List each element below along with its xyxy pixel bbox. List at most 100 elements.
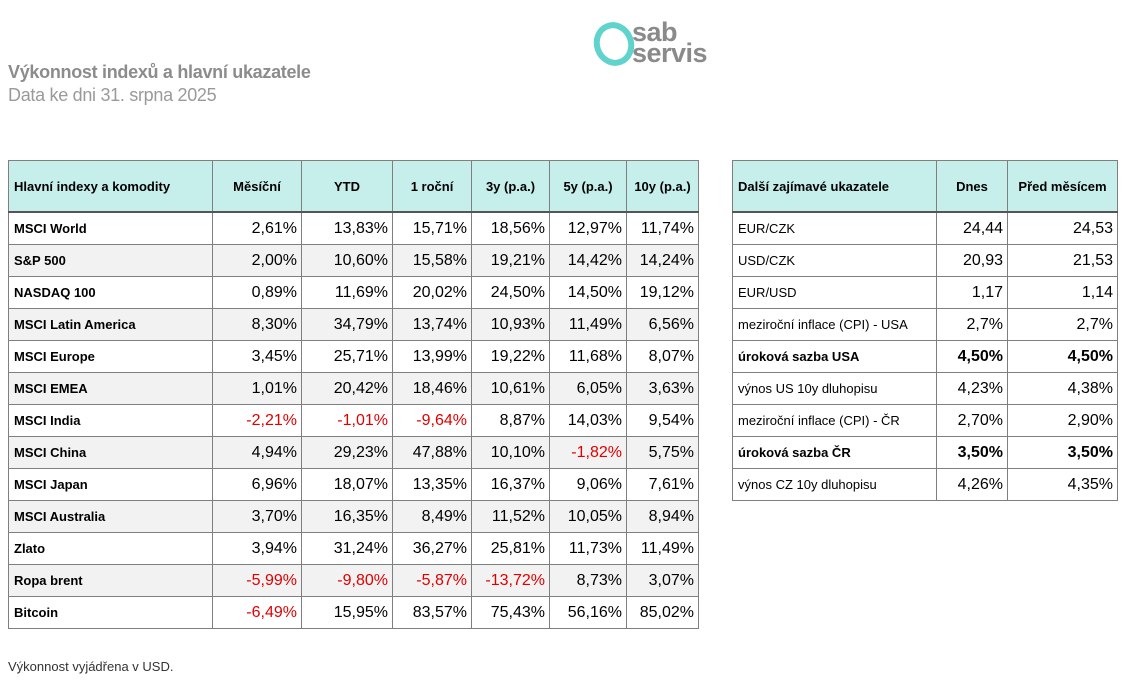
row-label: meziroční inflace (CPI) - USA [732, 308, 937, 341]
table-cell: 2,00% [212, 244, 302, 277]
table-cell: 3,94% [212, 532, 302, 565]
table-row: EUR/USD 1,17 1,14 [732, 276, 1118, 309]
table-cell: 4,35% [1007, 468, 1118, 501]
row-label: MSCI Latin America [8, 308, 213, 341]
table-cell: 19,21% [471, 244, 550, 277]
table-cell: 18,07% [301, 468, 393, 501]
row-label: MSCI Japan [8, 468, 213, 501]
table-cell: 25,71% [301, 340, 393, 373]
table-cell: -2,21% [212, 404, 302, 437]
logo-text-servis: servis [632, 38, 708, 68]
table-cell: 13,35% [392, 468, 472, 501]
table-cell: 13,74% [392, 308, 472, 341]
table-cell: 4,23% [936, 372, 1008, 405]
page-title: Výkonnost indexů a hlavní ukazatele [8, 62, 311, 82]
logo-text-sab: sab [632, 17, 678, 47]
indices-table-header: Hlavní indexy a komodity Měsíční YTD 1 ročn… [8, 160, 699, 213]
table-cell: 11,49% [626, 532, 699, 565]
table-row: meziroční inflace (CPI) - ČR 2,70% 2,90% [732, 404, 1118, 437]
table-cell: 4,50% [1007, 340, 1118, 373]
table-row: MSCI India -2,21% -1,01% -9,64% 8,87% 14,03% 9… [8, 404, 699, 437]
indicators-table-header: Další zajímavé ukazatele Dnes Před měsícem [732, 160, 1118, 213]
table-cell: 8,07% [626, 340, 699, 373]
table-cell: -1,82% [549, 436, 627, 469]
footnote: Výkonnost vyjádřena v USD. [8, 659, 174, 674]
table-cell: 16,35% [301, 500, 393, 533]
table-cell: 14,50% [549, 276, 627, 309]
table-cell: 2,70% [936, 404, 1008, 437]
table-cell: 3,50% [936, 436, 1008, 469]
row-label: úroková sazba USA [732, 340, 937, 373]
table-cell: 20,02% [392, 276, 472, 309]
table-cell: 3,07% [626, 564, 699, 597]
table-cell: 10,05% [549, 500, 627, 533]
table-cell: 4,94% [212, 436, 302, 469]
table-cell: 14,42% [549, 244, 627, 277]
row-label: EUR/CZK [732, 211, 937, 245]
table-cell: -9,80% [301, 564, 393, 597]
table-cell: 6,96% [212, 468, 302, 501]
table-row: výnos US 10y dluhopisu 4,23% 4,38% [732, 372, 1118, 405]
table-cell: 4,50% [936, 340, 1008, 373]
column-header: 5y (p.a.) [549, 160, 627, 213]
page-subtitle: Data ke dni 31. srpna 2025 [8, 85, 217, 105]
table-cell: 3,50% [1007, 436, 1118, 469]
table-cell: 13,83% [301, 211, 393, 245]
column-header: 3y (p.a.) [471, 160, 550, 213]
row-label: úroková sazba ČR [732, 436, 937, 469]
table-cell: -5,87% [392, 564, 472, 597]
table-cell: 1,01% [212, 372, 302, 405]
indicators-table: Další zajímavé ukazatele Dnes Před měsícem… [732, 160, 1118, 501]
table-cell: 75,43% [471, 596, 550, 629]
row-label: EUR/USD [732, 276, 937, 309]
column-header: 10y (p.a.) [626, 160, 699, 213]
table-cell: 7,61% [626, 468, 699, 501]
table-cell: 19,22% [471, 340, 550, 373]
row-label: MSCI EMEA [8, 372, 213, 405]
table-cell: 2,7% [1007, 308, 1118, 341]
table-row: NASDAQ 100 0,89% 11,69% 20,02% 24,50% 14,50% 1… [8, 276, 699, 309]
table-cell: 6,05% [549, 372, 627, 405]
table-row: Ropa brent -5,99% -9,80% -5,87% -13,72% 8,73%… [8, 564, 699, 597]
sab-servis-logo [593, 22, 635, 66]
column-header: Dnes [936, 160, 1008, 213]
table-cell: 8,73% [549, 564, 627, 597]
table-cell: 25,81% [471, 532, 550, 565]
table-cell: 11,68% [549, 340, 627, 373]
table-row: MSCI World 2,61% 13,83% 15,71% 18,56% 12,97% 1… [8, 211, 699, 245]
row-label: výnos CZ 10y dluhopisu [732, 468, 937, 501]
table-cell: 3,45% [212, 340, 302, 373]
table-row: MSCI China 4,94% 29,23% 47,88% 10,10% -1,82% 5… [8, 436, 699, 469]
table-cell: 10,60% [301, 244, 393, 277]
table-cell: 19,12% [626, 276, 699, 309]
table-row: MSCI EMEA 1,01% 20,42% 18,46% 10,61% 6,05% 3,6… [8, 372, 699, 405]
table-cell: 13,99% [392, 340, 472, 373]
table-row: MSCI Japan 6,96% 18,07% 13,35% 16,37% 9,06% 7,… [8, 468, 699, 501]
row-label: USD/CZK [732, 244, 937, 277]
row-label: MSCI China [8, 436, 213, 469]
table-cell: 1,14 [1007, 276, 1118, 309]
row-label: Ropa brent [8, 564, 213, 597]
table-cell: 31,24% [301, 532, 393, 565]
table-cell: 11,49% [549, 308, 627, 341]
table-cell: -1,01% [301, 404, 393, 437]
row-label: MSCI Australia [8, 500, 213, 533]
table-cell: 15,71% [392, 211, 472, 245]
table-cell: 5,75% [626, 436, 699, 469]
table-cell: 85,02% [626, 596, 699, 629]
table-cell: 36,27% [392, 532, 472, 565]
column-header: Měsíční [212, 160, 302, 213]
column-header: Další zajímavé ukazatele [732, 160, 937, 213]
table-cell: 15,95% [301, 596, 393, 629]
table-cell: 21,53 [1007, 244, 1118, 277]
table-cell: 14,03% [549, 404, 627, 437]
table-cell: 12,97% [549, 211, 627, 245]
column-header: YTD [301, 160, 393, 213]
table-cell: 3,70% [212, 500, 302, 533]
table-cell: 56,16% [549, 596, 627, 629]
row-label: Zlato [8, 532, 213, 565]
table-row: MSCI Europe 3,45% 25,71% 13,99% 19,22% 11,68%… [8, 340, 699, 373]
table-row: úroková sazba ČR 3,50% 3,50% [732, 436, 1118, 469]
row-label: meziroční inflace (CPI) - ČR [732, 404, 937, 437]
table-cell: 47,88% [392, 436, 472, 469]
